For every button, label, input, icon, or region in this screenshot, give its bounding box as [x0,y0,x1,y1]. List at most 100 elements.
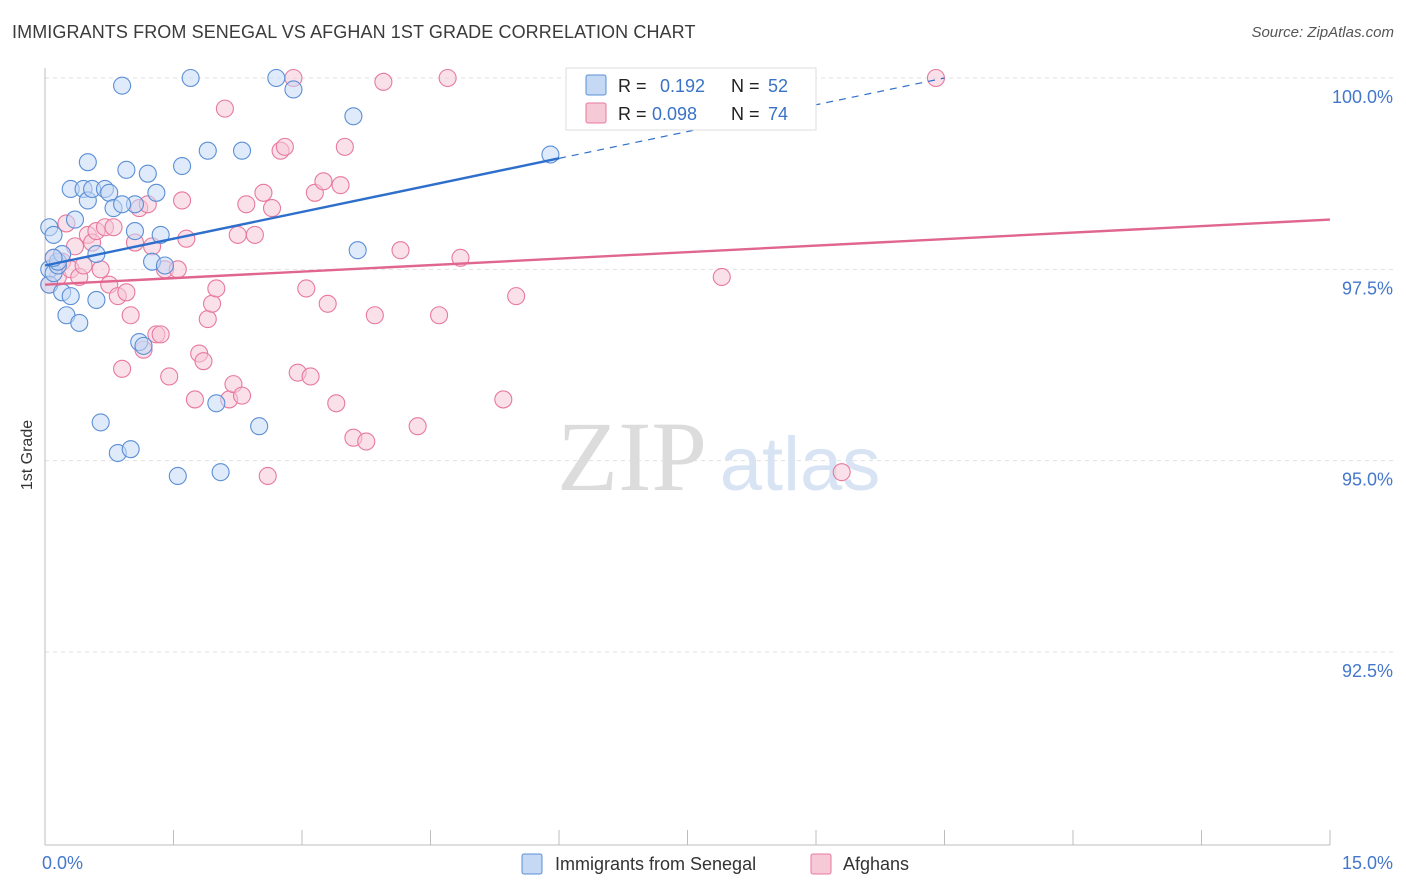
bottom-legend-swatch-afghans [810,853,832,875]
legend-swatch-afghans [585,102,607,124]
point-senegal [138,164,157,183]
point-senegal [151,225,170,244]
chart-title: IMMIGRANTS FROM SENEGAL VS AFGHAN 1ST GR… [12,22,696,42]
y-tick-labels: 92.5% 95.0% 97.5% 100.0% [1332,87,1393,681]
point-afghans [117,283,136,302]
point-afghans [207,279,226,298]
series-legend: Immigrants from Senegal Afghans [521,853,909,875]
point-senegal [232,141,252,160]
bottom-legend-swatch-senegal [521,853,543,875]
point-afghans [331,176,350,195]
point-afghans [151,325,170,344]
point-afghans [438,68,457,88]
point-afghans [245,225,264,244]
point-afghans [232,386,252,405]
point-senegal [198,141,217,160]
bottom-legend-label-afghans: Afghans [843,854,909,874]
point-afghans [228,225,247,244]
legend-r-value-1: 0.192 [660,76,705,96]
point-senegal [168,466,187,486]
point-senegal [267,68,286,88]
point-afghans [262,199,282,218]
point-afghans [185,390,204,409]
point-senegal [344,107,363,126]
point-afghans [314,172,333,191]
x-tick-label: 0.0% [42,853,83,873]
point-afghans [335,137,354,156]
watermark-zip: ZIP [557,401,707,512]
point-afghans [194,352,213,371]
point-senegal [65,210,85,229]
legend-r-label-1: R = [618,76,647,96]
point-afghans [121,306,140,325]
watermark: ZIP atlas [557,401,880,512]
point-afghans [113,359,132,378]
point-afghans [430,306,449,325]
point-afghans [237,195,256,214]
point-senegal [155,256,174,275]
point-senegal [113,76,132,95]
legend-n-label-2: N = [731,104,760,124]
point-senegal [348,241,367,260]
point-senegal [211,463,230,482]
point-senegal [284,80,303,99]
point-afghans [451,248,470,267]
point-senegal [70,313,89,332]
point-senegal [125,222,144,241]
point-afghans [215,99,234,118]
point-afghans [832,463,851,482]
bottom-legend-label-senegal: Immigrants from Senegal [555,854,756,874]
x-tick-labels: 0.0% 15.0% [42,853,1393,873]
point-afghans [494,390,513,409]
source-label: Source: ZipAtlas.com [1251,24,1394,41]
legend-n-label-1: N = [731,76,760,96]
y-tick-label: 100.0% [1332,87,1393,107]
point-afghans [507,287,526,306]
trend-line-afghans [44,218,1331,286]
legend-n-value-2: 74 [768,104,788,124]
point-senegal [147,183,166,202]
point-senegal [173,156,192,176]
legend-swatch-senegal [585,74,607,96]
point-senegal [121,440,140,459]
point-senegal [87,290,106,309]
point-afghans [203,294,222,313]
point-afghans [357,432,376,451]
point-afghans [91,260,110,279]
stats-legend: R = 0.192 N = 52 R = 0.098 N = 74 [565,67,817,131]
point-senegal [44,225,63,244]
point-afghans [275,137,294,156]
data-points [40,68,945,486]
point-senegal [117,160,136,179]
legend-r-label-2: R = [618,104,647,124]
axes [44,68,1331,846]
point-afghans [301,367,320,386]
y-tick-label: 95.0% [1342,470,1393,490]
y-tick-label: 97.5% [1342,278,1393,298]
point-afghans [177,229,196,248]
point-afghans [104,218,123,237]
y-tick-label: 92.5% [1342,661,1393,681]
point-afghans [327,394,346,413]
point-afghans [173,191,192,210]
point-afghans [254,183,273,202]
grid-lines [45,77,1395,653]
point-afghans [318,294,337,313]
point-senegal [91,413,110,432]
point-senegal [250,417,269,436]
point-afghans [374,72,393,91]
point-afghans [258,466,277,486]
point-afghans [365,306,384,325]
point-senegal [134,336,153,355]
legend-n-value-1: 52 [768,76,788,96]
point-afghans [160,367,179,386]
point-afghans [408,417,427,436]
point-afghans [391,241,410,260]
point-senegal [207,394,226,413]
point-afghans [198,310,217,329]
point-afghans [297,279,316,298]
x-tick-label: 15.0% [1342,853,1393,873]
point-senegal [61,287,80,306]
point-afghans [712,267,731,287]
